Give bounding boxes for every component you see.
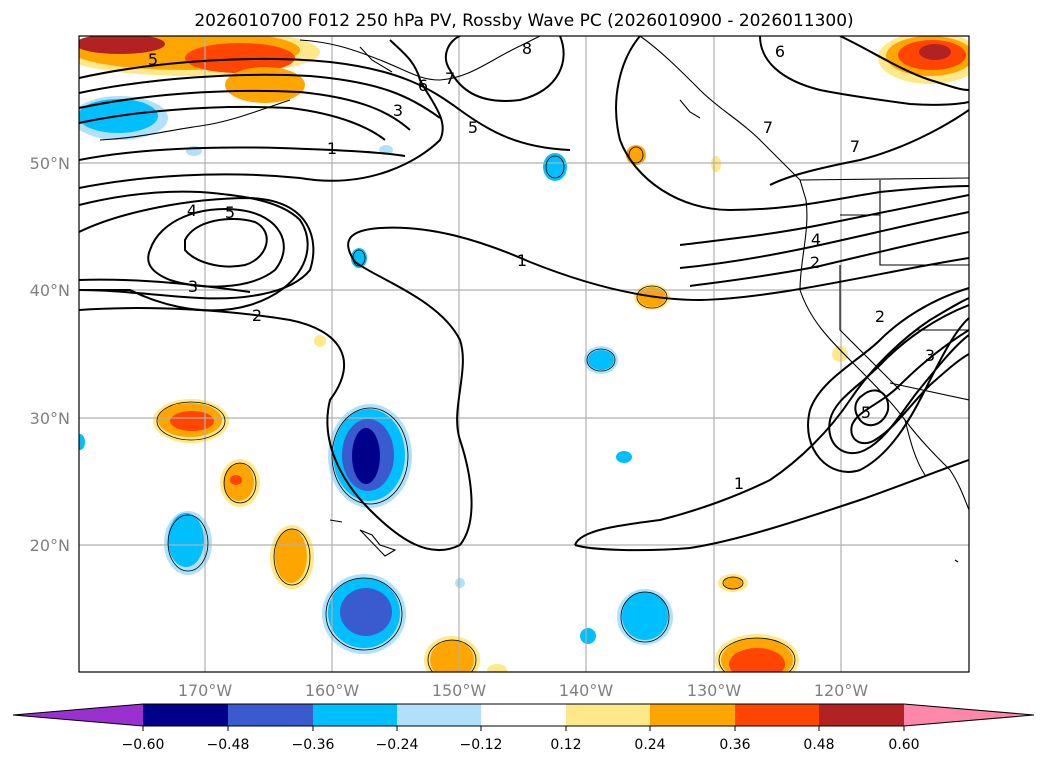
anomaly-positive-bottom [424,634,799,672]
lon-label: 120°W [814,681,869,700]
contour-label: 5 [148,50,158,69]
contour-label: 5 [861,403,871,422]
lon-label: 160°W [305,681,360,700]
lon-label: 170°W [178,681,233,700]
contour-label: 7 [445,69,455,88]
anomaly-positive-170w-30n [153,399,229,443]
colorbar-segment [819,704,904,726]
anomaly-small-3 [711,156,721,172]
colorbar-tick-label: −0.24 [376,737,419,753]
lon-label: 150°W [432,681,487,700]
contour-label: 8 [522,39,532,58]
contour-label: 5 [225,203,235,222]
colorbar-segment [650,704,735,726]
anomaly-small-1 [543,153,567,181]
anomaly-positive-topright [878,36,969,84]
colorbar-segment [481,704,566,726]
lon-axis-labels: 170°W 160°W 150°W 140°W 130°W 120°W [178,681,869,700]
colorbar-tick-labels: −0.60 −0.48 −0.36 −0.24 −0.12 0.12 0.24 … [122,737,920,753]
colorbar-tick-label: −0.48 [207,737,250,753]
contour-label: 4 [811,230,821,249]
contour-label: 4 [187,201,197,220]
contour-label: 3 [393,101,403,120]
colorbar-tick-label: −0.36 [292,737,335,753]
contour-label: 3 [925,346,935,365]
colorbar: −0.60 −0.48 −0.36 −0.24 −0.12 0.12 0.24 … [12,703,1035,753]
colorbar-extend-low [13,704,143,726]
contour-labels: 5 8 6 7 6 3 5 7 7 1 4 5 3 2 1 4 2 2 3 5 [148,39,935,493]
anomaly-positive-167w-25n [220,459,260,507]
colorbar-ticks [142,726,905,731]
colorbar-segment [735,704,819,726]
colorbar-tick-label: −0.12 [460,737,503,753]
contour-label: 1 [734,474,744,493]
anomaly-positive-164w-20n [270,525,314,589]
lat-label: 20°N [30,536,70,555]
lat-axis-labels: 50°N 40°N 30°N 20°N [30,154,70,555]
lat-label: 50°N [30,154,70,173]
colorbar-tick-label: 0.60 [888,737,919,753]
anomaly-negative-170w-20n [164,511,212,575]
colorbar-tick-label: 0.24 [634,737,665,753]
lat-label: 40°N [30,281,70,300]
map-frame [78,35,970,673]
anomaly-positive-topleft [79,36,320,103]
anomaly-outlines [156,146,796,672]
pv-shading [79,36,969,672]
lon-label: 140°W [559,681,614,700]
map-panel: 5 8 6 7 6 3 5 7 7 1 4 5 3 2 1 4 2 2 3 5 [78,35,970,673]
map-background [79,36,969,672]
coastlines [99,36,969,563]
anomaly-negative-south [322,574,406,654]
contour-label: 5 [468,118,478,137]
anomaly-negative-137w-15n [617,589,673,645]
contour-label: 1 [327,139,337,158]
contour-label: 7 [850,137,860,156]
colorbar-tick-label: 0.36 [719,737,750,753]
contour-lines [79,36,969,552]
contour-label: 6 [418,76,428,95]
figure-title: 2026010700 F012 250 hPa PV, Rossby Wave … [194,11,853,31]
colorbar-tick-label: −0.60 [122,737,165,753]
gridlines [79,36,969,672]
contour-label: 2 [252,306,262,325]
contour-label: 7 [763,118,773,137]
colorbar-segment [397,704,481,726]
colorbar-segment [143,704,228,726]
colorbar-tick-label: 0.48 [803,737,834,753]
contour-label: 3 [188,277,198,296]
colorbar-extend-high [904,704,1034,726]
colorbar-tick-label: 0.12 [550,737,581,753]
colorbar-segment [313,704,397,726]
contour-label: 2 [810,253,820,272]
anomaly-negative-central [328,404,412,508]
contour-label: 6 [775,42,785,61]
lon-label: 130°W [687,681,742,700]
lat-label: 30°N [30,409,70,428]
colorbar-segment [566,704,650,726]
contour-label: 2 [875,307,885,326]
contour-label: 1 [517,251,527,270]
colorbar-segment [228,704,313,726]
